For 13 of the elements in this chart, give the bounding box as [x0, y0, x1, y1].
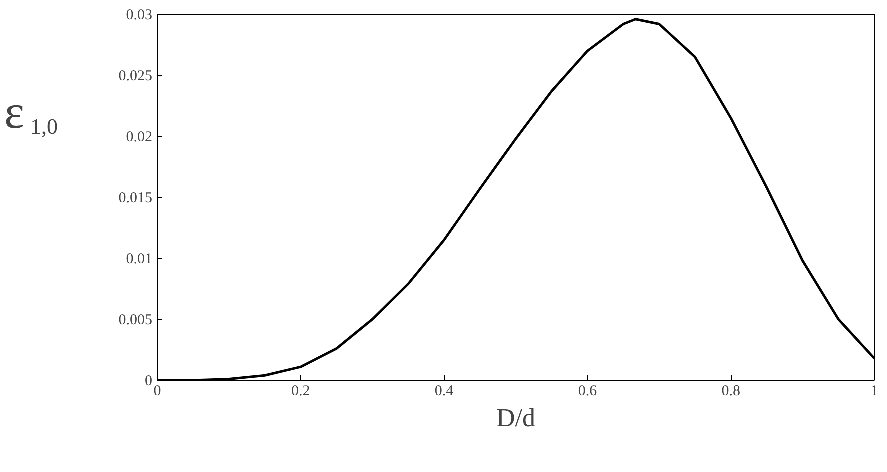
x-tick-label: 0.2 [292, 384, 310, 400]
y-tick-label: 0.005 [118, 312, 152, 328]
x-tick-label: 0.8 [722, 384, 740, 400]
x-tick-label: 1 [870, 384, 878, 400]
y-tick-label: 0.03 [126, 8, 152, 24]
y-tick-label: 0.02 [126, 130, 152, 146]
x-tick-label: 0.4 [434, 384, 454, 400]
y-tick-label: 0.01 [126, 252, 152, 268]
x-axis-title: D/d [496, 404, 536, 432]
y-tick-label: 0.025 [118, 68, 152, 84]
y-tick-label: 0 [145, 374, 152, 390]
y-tick-label: 0.015 [118, 190, 152, 206]
x-tick-label: 0.6 [578, 384, 598, 400]
